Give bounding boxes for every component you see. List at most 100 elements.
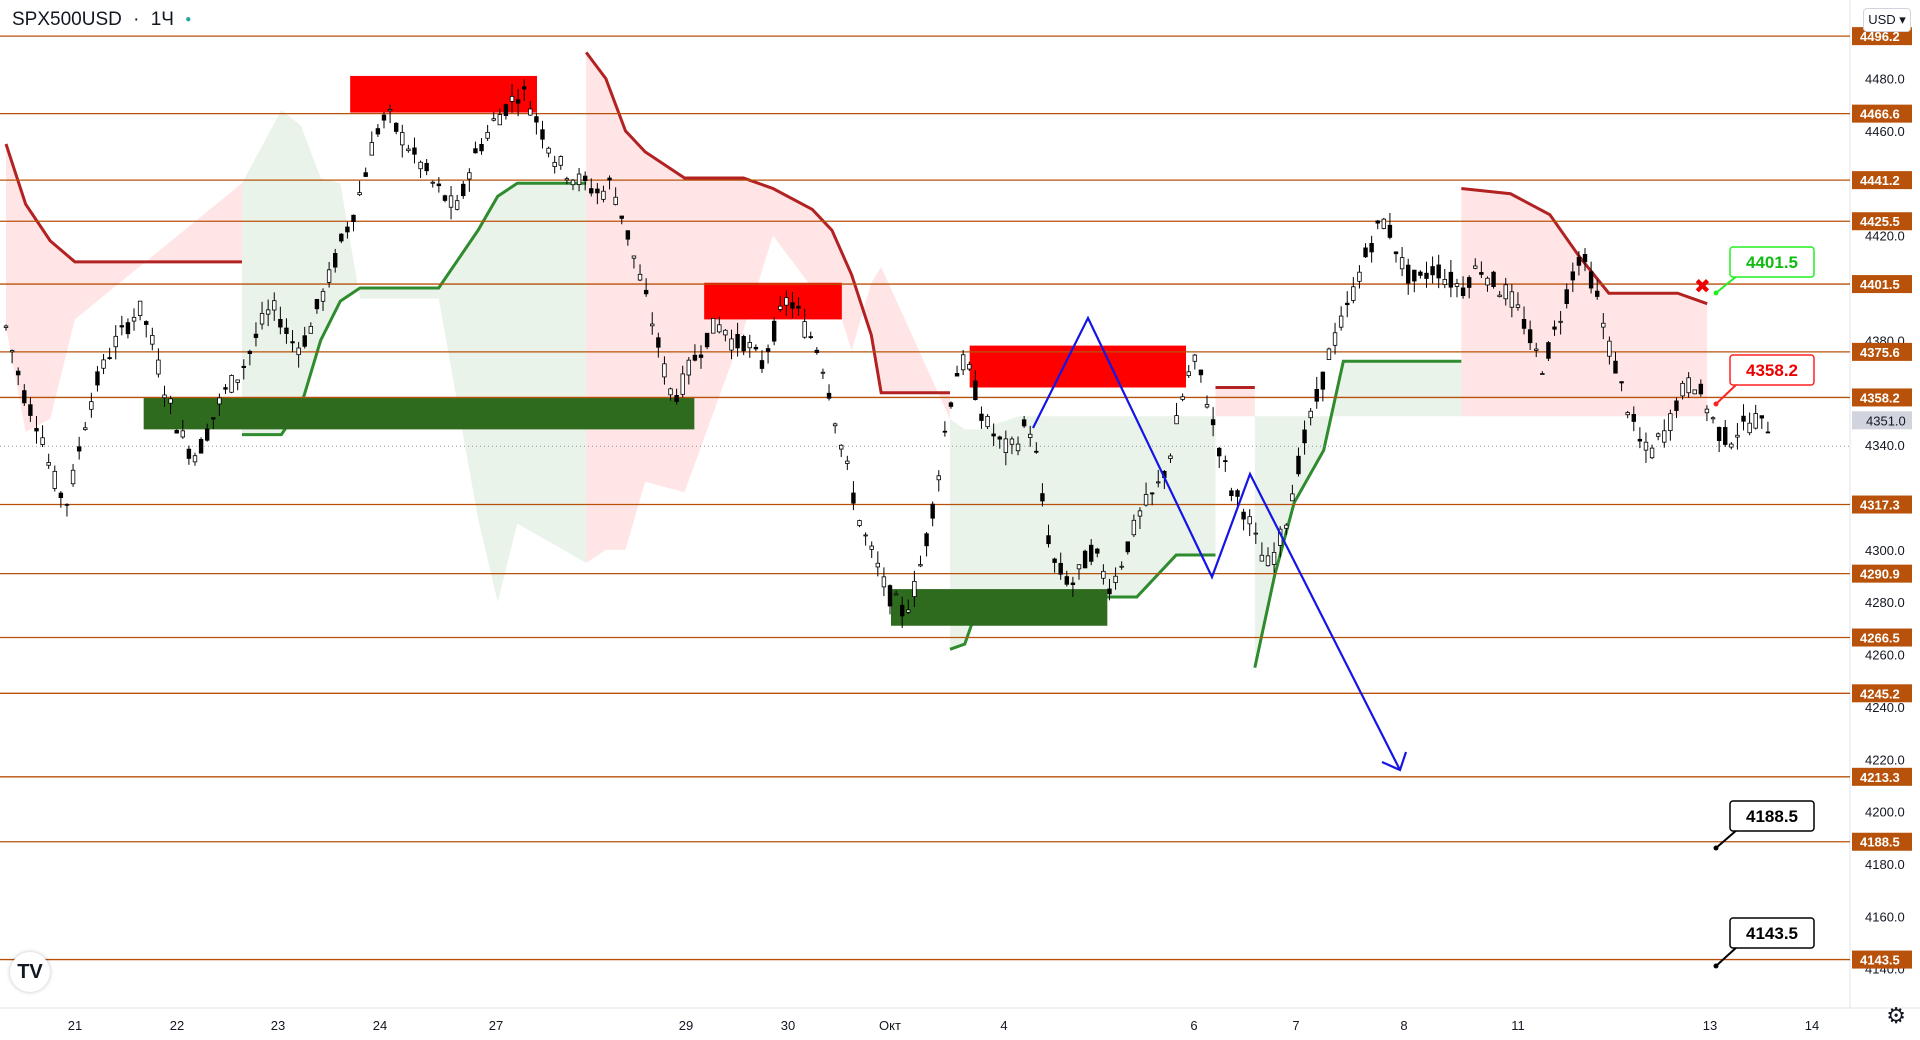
candle-body: [1064, 576, 1069, 585]
candle-body: [1479, 272, 1484, 275]
gear-icon[interactable]: ⚙: [1886, 1003, 1906, 1028]
candle-body: [1454, 283, 1460, 287]
candle-body: [1259, 554, 1265, 562]
candle-body: [1101, 570, 1106, 579]
candle-body: [1076, 564, 1082, 570]
candle-body: [1088, 544, 1094, 562]
currency-dropdown[interactable]: USD ▾: [1863, 8, 1911, 32]
candle-body: [1180, 396, 1185, 400]
candle-body: [150, 335, 155, 345]
candle-body: [1332, 332, 1338, 346]
candle-body: [9, 350, 15, 353]
candle-body: [174, 429, 179, 434]
supply-zone: [350, 75, 537, 113]
candle-body: [64, 503, 70, 506]
candle-body: [28, 404, 33, 416]
price-callout[interactable]: 4143.5: [1713, 917, 1815, 969]
candle-body: [1595, 290, 1600, 297]
candle-body: [1009, 438, 1015, 445]
candle-body: [552, 161, 557, 167]
candle-body: [1631, 414, 1636, 422]
candle-body: [1393, 251, 1399, 255]
candle-body: [168, 398, 173, 404]
time-tick-label: 24: [373, 1018, 387, 1033]
candle-body: [1131, 519, 1137, 536]
candle-body: [95, 371, 100, 386]
price-callout[interactable]: 4188.5: [1713, 800, 1815, 851]
candle-body: [1271, 552, 1277, 565]
candle-body: [613, 196, 618, 205]
candle-body: [869, 545, 874, 550]
candle-body: [1637, 438, 1643, 442]
candle-body: [180, 430, 185, 438]
candle-body: [204, 428, 210, 441]
candle-body: [1765, 431, 1771, 434]
candle-body: [1326, 348, 1332, 360]
candle-body: [857, 520, 862, 526]
candle-body: [1143, 494, 1149, 506]
level-label-bg: [1852, 950, 1912, 969]
price-tick-label: 4460.0: [1865, 124, 1905, 139]
projection-path: [1032, 315, 1401, 771]
candle-body: [924, 533, 929, 547]
candle-body: [1582, 253, 1588, 263]
level-label-bg: [1852, 564, 1912, 583]
candle-body: [229, 375, 234, 393]
candle-body: [1662, 430, 1667, 443]
candle-body: [76, 446, 82, 452]
candle-body: [448, 195, 454, 208]
candle-body: [46, 462, 51, 466]
supertrend-up-line: [1253, 359, 1462, 668]
level-label: 4375.6: [1860, 345, 1900, 360]
candle-body: [875, 562, 881, 568]
candle-body: [253, 333, 259, 338]
candle-body: [1399, 257, 1405, 270]
candle-body: [997, 436, 1002, 440]
candle-body: [650, 323, 655, 327]
candle-body: [936, 475, 941, 481]
candle-body: [808, 336, 813, 339]
candle-body: [643, 289, 649, 295]
candle-body: [979, 413, 984, 421]
last-price-bg: [1852, 411, 1912, 430]
level-label: 4213.3: [1860, 770, 1900, 785]
price-callout[interactable]: 4401.5: [1713, 246, 1815, 296]
level-label-bg: [1852, 388, 1912, 407]
candle-body: [1534, 348, 1539, 351]
symbol-title[interactable]: SPX500USD · 1Ч ●: [12, 9, 191, 31]
price-tick-label: 4200.0: [1865, 805, 1905, 820]
time-tick-label: 13: [1703, 1018, 1717, 1033]
candle-body: [1253, 532, 1258, 535]
demand-zone: [143, 397, 695, 430]
candle-body: [400, 132, 405, 146]
candle-body: [1082, 550, 1088, 569]
candle-body: [656, 337, 661, 348]
market-status-icon: ●: [185, 14, 192, 26]
level-label: 4245.2: [1860, 686, 1900, 701]
price-callout[interactable]: 4358.2: [1713, 354, 1815, 407]
candle-body: [576, 173, 582, 186]
candle-body: [296, 347, 301, 356]
supply-zone: [704, 282, 842, 320]
demand-zone: [891, 589, 1108, 626]
candle-body: [247, 350, 253, 354]
timeframe-label: 1Ч: [150, 9, 174, 30]
title-separator: ·: [133, 9, 140, 30]
price-tick-label: 4240.0: [1865, 700, 1905, 715]
candle-body: [784, 297, 789, 306]
tradingview-logo-icon[interactable]: TV: [10, 952, 50, 992]
candle-body: [424, 162, 429, 172]
candle-body: [58, 492, 64, 499]
candle-body: [1729, 443, 1734, 448]
candle-body: [595, 188, 600, 194]
level-label: 4441.2: [1860, 173, 1900, 188]
time-tick-label: 8: [1400, 1018, 1407, 1033]
candle-body: [1643, 441, 1649, 451]
price-axis: 4480.04460.04420.04380.04340.04300.04280…: [1865, 72, 1905, 977]
projection-arrowhead: [1381, 751, 1408, 772]
candle-body: [735, 333, 740, 349]
candle-body: [1588, 271, 1594, 289]
candle-body: [607, 177, 612, 181]
candle-body: [564, 178, 570, 181]
